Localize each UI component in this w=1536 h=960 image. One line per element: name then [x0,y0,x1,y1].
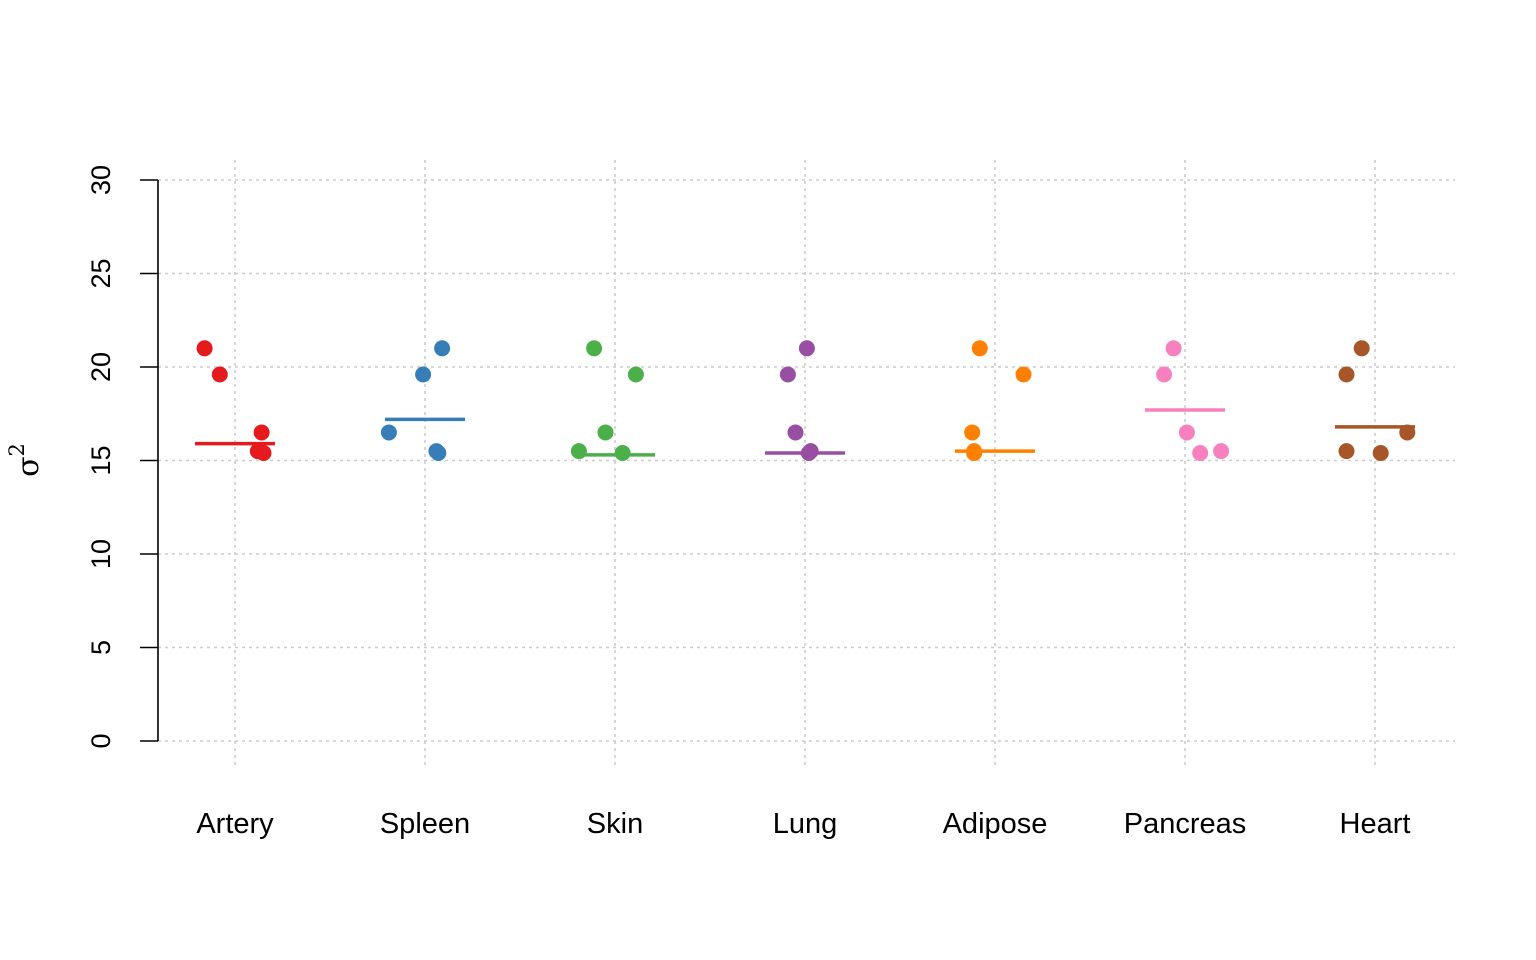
data-point-lung [779,366,796,383]
data-point-heart [1372,445,1389,462]
data-point-adipose [971,340,988,357]
y-tick-label: 15 [86,445,116,475]
data-point-pancreas [1213,443,1230,460]
category-label-spleen: Spleen [380,808,470,840]
data-point-skin [570,443,587,460]
data-point-pancreas [1178,424,1195,441]
category-label-skin: Skin [587,808,643,840]
data-point-spleen [415,366,432,383]
data-point-artery [253,424,270,441]
y-tick-label: 20 [86,352,116,382]
data-point-skin [586,340,603,357]
data-point-artery [255,445,272,462]
y-axis-label-symbol: σ [11,456,46,476]
svg-text:σ2: σ2 [5,443,46,477]
data-point-lung [798,340,815,357]
data-point-pancreas [1192,445,1209,462]
category-labels: Artery Spleen Skin Lung Adipose Pancreas Heart [196,808,1410,840]
data-point-skin [597,424,614,441]
data-point-pancreas [1165,340,1182,357]
data-point-adipose [964,424,981,441]
data-point-spleen [430,445,447,462]
category-label-lung: Lung [773,808,838,840]
y-axis-label-superscript: 2 [5,443,29,456]
y-tick-label: 0 [86,733,116,748]
data-point-lung [800,445,817,462]
data-point-heart [1399,424,1416,441]
data-point-spleen [380,424,397,441]
y-tick-label: 25 [86,258,116,288]
data-point-skin [627,366,644,383]
data-point-adipose [966,445,983,462]
data-point-heart [1338,443,1355,460]
data-point-skin [614,445,631,462]
data-point-adipose [1015,366,1032,383]
data-point-heart [1338,366,1355,383]
y-axis-label: σ2 [5,443,46,477]
data-point-lung [787,424,804,441]
category-label-heart: Heart [1340,808,1411,840]
data-point-pancreas [1156,366,1173,383]
category-label-pancreas: Pancreas [1124,808,1247,840]
data-point-heart [1353,340,1370,357]
data-point-artery [211,366,228,383]
y-tick-label: 30 [86,165,116,195]
grid-layer [158,160,1455,766]
y-tick-label: 10 [86,539,116,569]
data-points [196,340,1416,462]
y-tick-label: 5 [86,640,116,655]
data-point-spleen [434,340,451,357]
y-axis: 0 5 10 15 20 25 30 [86,165,159,749]
category-label-artery: Artery [196,808,274,840]
data-point-artery [196,340,213,357]
category-label-adipose: Adipose [943,808,1048,840]
